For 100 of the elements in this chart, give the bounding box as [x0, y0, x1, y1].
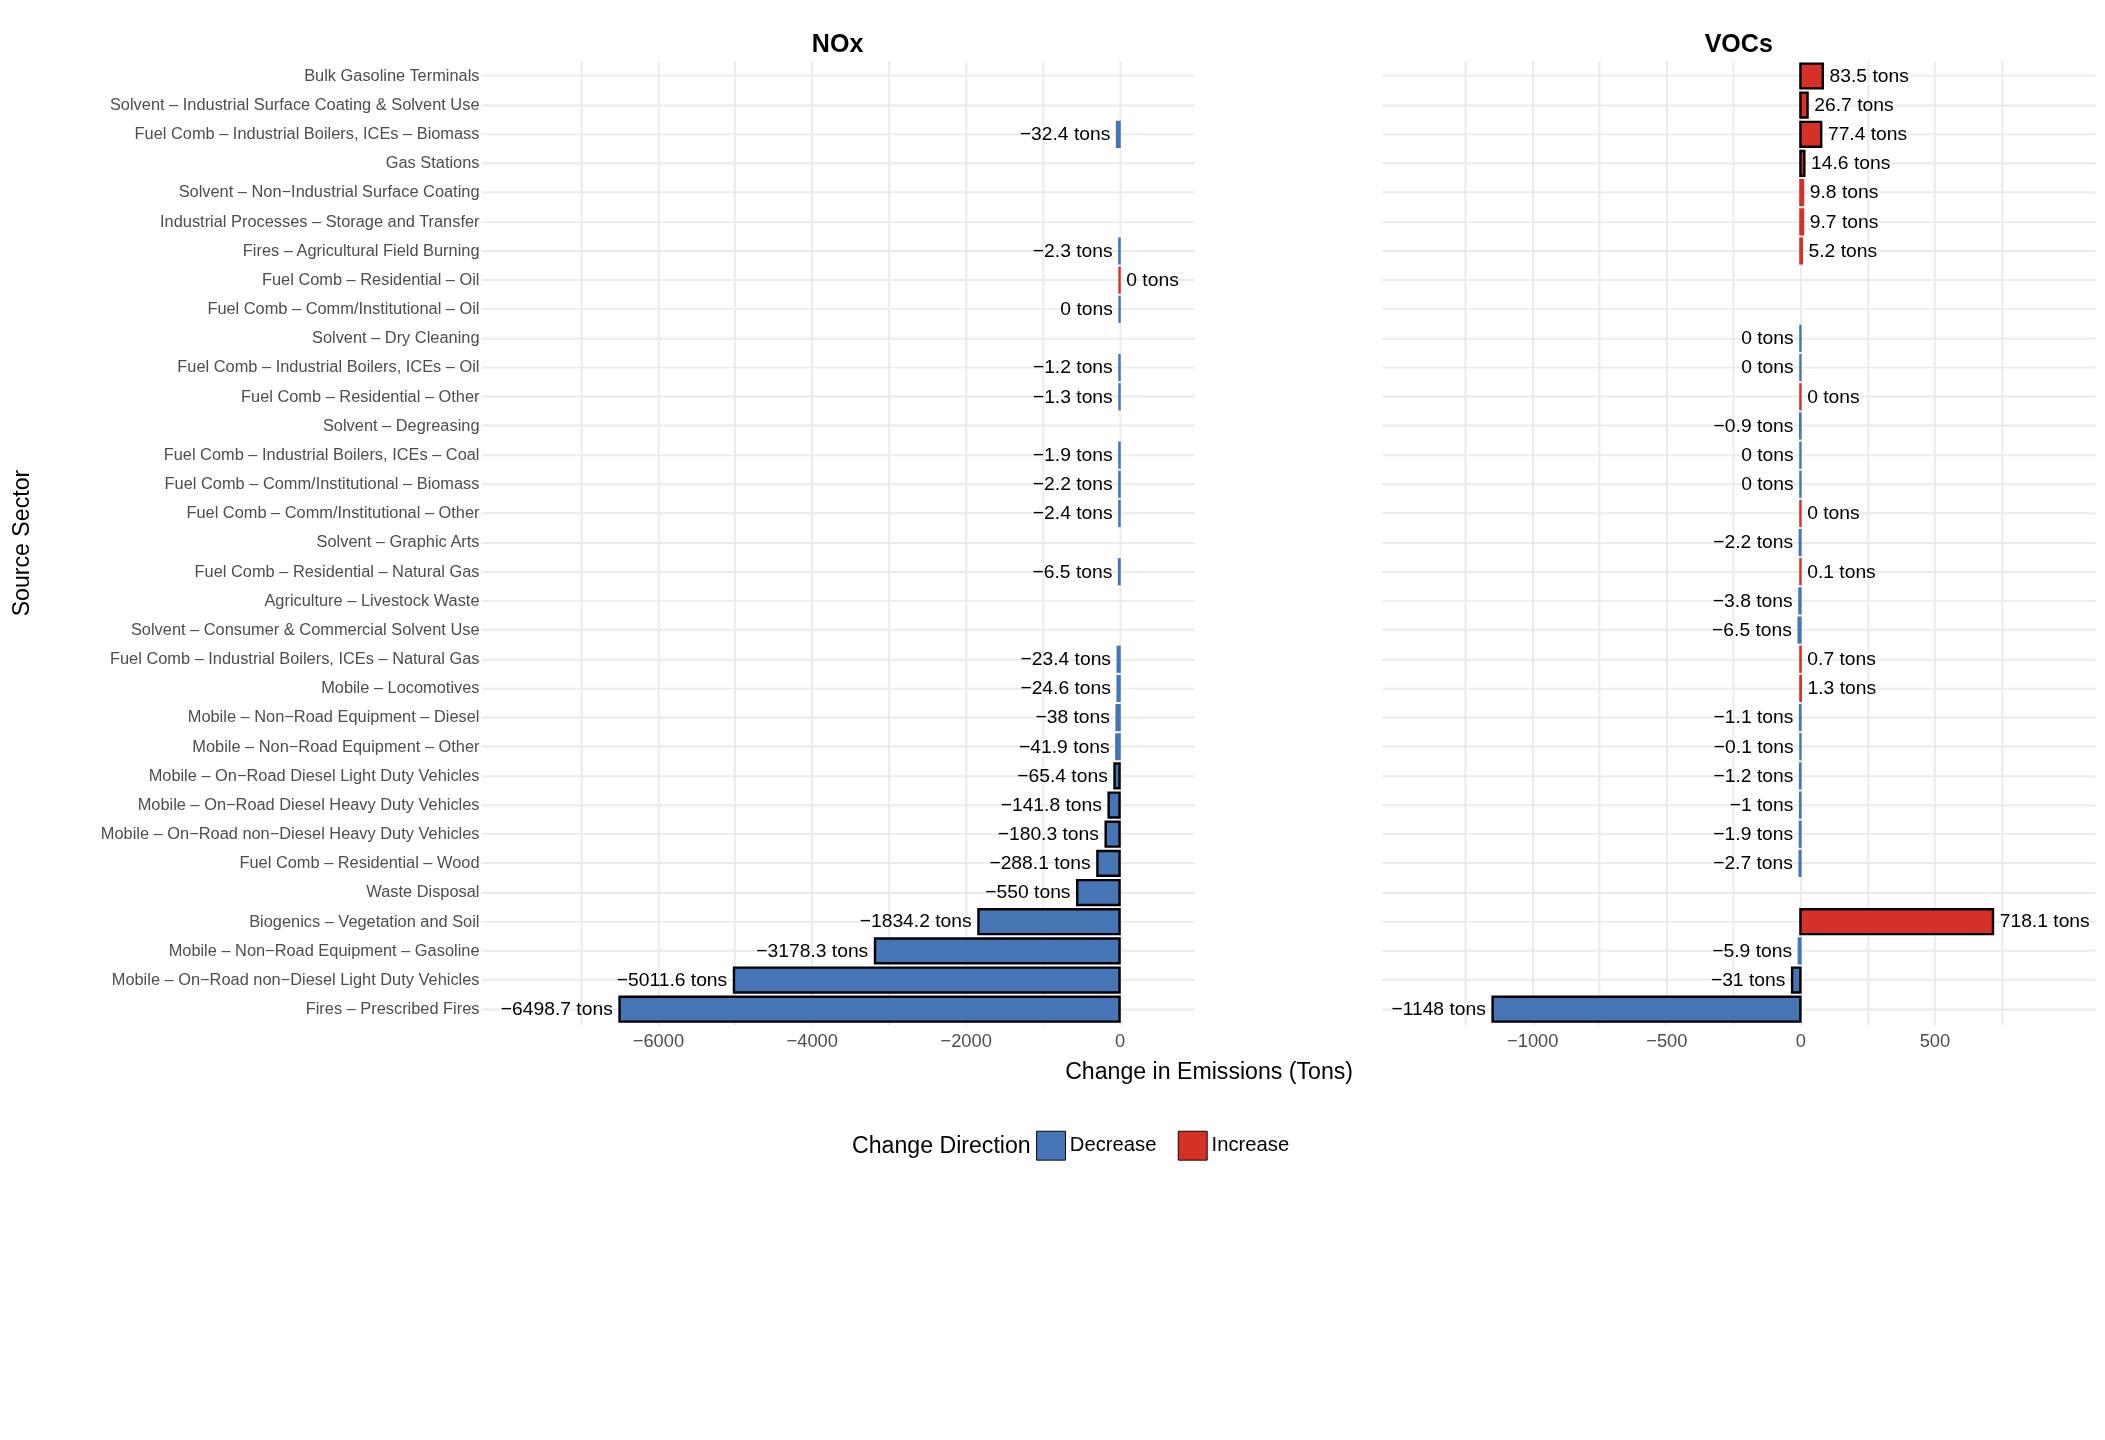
data-label: −2.2 tons — [1713, 531, 1794, 553]
y-tick-label: Mobile – On−Road Diesel Light Duty Vehicles — [148, 765, 480, 784]
data-label: −1.2 tons — [1713, 764, 1794, 786]
data-label: −3.8 tons — [1712, 589, 1793, 611]
data-label: 9.8 tons — [1809, 181, 1879, 203]
y-tick-label: Mobile – Locomotives — [321, 678, 480, 697]
y-tick-label: Solvent – Graphic Arts — [316, 532, 480, 551]
y-tick-label: Fuel Comb – Industrial Boilers, ICEs – Coal — [163, 444, 480, 463]
data-label: 83.5 tons — [1829, 64, 1909, 86]
bar — [1491, 995, 1802, 1023]
data-label: 0.1 tons — [1807, 560, 1876, 582]
y-tick-label: Biogenics – Vegetation and Soil — [249, 911, 480, 930]
data-label: −6.5 tons — [1712, 618, 1792, 640]
data-label: −65.4 tons — [1017, 764, 1108, 786]
y-tick-label: Fuel Comb – Residential – Oil — [261, 269, 480, 288]
bar — [1799, 179, 1805, 207]
y-tick-label: Industrial Processes – Storage and Transfer — [160, 211, 481, 230]
data-label: 5.2 tons — [1808, 239, 1878, 261]
data-label: −2.7 tons — [1713, 852, 1793, 874]
data-label: 0.7 tons — [1807, 648, 1876, 670]
y-tick-label: Fuel Comb – Industrial Boilers, ICEs – Natural Gas — [110, 649, 480, 668]
data-label: −2.4 tons — [1032, 502, 1113, 524]
y-tick-label: Solvent – Dry Cleaning — [312, 328, 480, 347]
y-axis-title: Source Sector — [8, 469, 35, 617]
y-tick-label: Fires – Prescribed Fires — [305, 999, 480, 1018]
y-tick-label: Mobile – Non−Road Equipment – Other — [192, 736, 481, 755]
data-label: 0 tons — [1126, 268, 1179, 290]
y-tick-label: Mobile – Non−Road Equipment – Gasoline — [168, 940, 480, 959]
data-label: −141.8 tons — [1000, 793, 1102, 815]
y-tick-label: Fuel Comb – Comm/Institutional – Biomass — [164, 474, 480, 493]
y-tick-label: Mobile – Non−Road Equipment – Diesel — [187, 707, 480, 726]
data-label: −1.1 tons — [1713, 706, 1794, 728]
data-label: 718.1 tons — [1999, 910, 2090, 932]
data-label: −2.3 tons — [1032, 239, 1113, 261]
data-label: 0 tons — [1741, 356, 1794, 378]
y-tick-label: Solvent – Industrial Surface Coating & Solvent Use — [109, 94, 480, 113]
data-label: −1.3 tons — [1032, 385, 1113, 407]
y-tick-label: Fuel Comb – Residential – Wood — [239, 853, 480, 872]
chart-title: NOx — [811, 29, 864, 57]
y-tick-label: Solvent – Non−Industrial Surface Coating — [178, 182, 480, 201]
data-label: −6498.7 tons — [500, 997, 613, 1019]
data-label: −2.2 tons — [1032, 473, 1113, 495]
y-tick-label: Mobile – On−Road non−Diesel Heavy Duty Vehicles — [100, 824, 480, 843]
x-tick-label: −1000 — [1507, 1030, 1559, 1052]
y-tick-label: Solvent – Degreasing — [322, 415, 480, 434]
bar — [1799, 120, 1823, 148]
data-label: 9.7 tons — [1809, 210, 1879, 232]
data-label: −41.9 tons — [1019, 735, 1110, 757]
data-label: −1148 tons — [1391, 997, 1486, 1019]
x-tick-label: 0 — [1114, 1030, 1126, 1052]
y-tick-label: Fuel Comb – Residential – Other — [241, 386, 481, 405]
data-label: −5011.6 tons — [616, 968, 728, 990]
data-label: −1.9 tons — [1032, 443, 1113, 465]
data-label: −1.2 tons — [1032, 356, 1113, 378]
data-label: −24.6 tons — [1020, 677, 1111, 699]
y-tick-label: Fuel Comb – Comm/Institutional – Other — [186, 503, 481, 522]
x-tick-label: −4000 — [786, 1030, 838, 1052]
y-tick-label: Fires – Agricultural Field Burning — [242, 240, 480, 259]
data-label: −3178.3 tons — [756, 939, 869, 961]
legend-title: Change Direction — [852, 1131, 1031, 1158]
data-label: −288.1 tons — [989, 852, 1091, 874]
data-label: −38 tons — [1035, 706, 1110, 728]
data-label: −31 tons — [1710, 968, 1786, 990]
x-tick-label: 0 — [1795, 1030, 1806, 1052]
data-label: −1834.2 tons — [859, 910, 972, 932]
data-label: −0.9 tons — [1713, 414, 1794, 436]
y-tick-label: Agriculture – Livestock Waste — [264, 590, 480, 609]
y-tick-label: Fuel Comb – Residential – Natural Gas — [194, 561, 480, 580]
y-tick-label: Fuel Comb – Industrial Boilers, ICEs – Oil — [177, 357, 480, 376]
data-label: 0 tons — [1741, 327, 1794, 349]
data-label: −5.9 tons — [1712, 939, 1793, 961]
x-tick-label: −500 — [1646, 1030, 1688, 1052]
data-label: −32.4 tons — [1019, 123, 1111, 145]
bar — [1799, 908, 1995, 936]
data-label: −180.3 tons — [997, 823, 1099, 844]
data-label: −23.4 tons — [1020, 648, 1111, 670]
data-label: 26.7 tons — [1814, 93, 1894, 115]
data-label: 0 tons — [1807, 502, 1860, 524]
x-tick-label: 500 — [1919, 1030, 1951, 1052]
y-tick-label: Bulk Gasoline Terminals — [304, 65, 480, 84]
data-label: 0 tons — [1741, 443, 1794, 465]
y-tick-label: Solvent – Consumer & Commercial Solvent Use — [130, 619, 480, 638]
y-tick-label: Fuel Comb – Industrial Boilers, ICEs – Biomass — [134, 124, 480, 143]
y-tick-label: Fuel Comb – Comm/Institutional – Oil — [207, 299, 480, 318]
data-label: 0 tons — [1060, 298, 1113, 320]
data-label: −1.9 tons — [1713, 823, 1794, 844]
data-label: −0.1 tons — [1713, 735, 1794, 757]
bar — [1790, 966, 1802, 994]
legend-label: Increase — [1211, 1133, 1290, 1156]
bar — [1799, 208, 1805, 236]
legend-label: Decrease — [1069, 1133, 1157, 1156]
y-tick-label: Mobile – On−Road non−Diesel Light Duty Vehicles — [111, 969, 480, 988]
data-label: −6.5 tons — [1032, 560, 1113, 582]
x-tick-label: −2000 — [940, 1030, 992, 1052]
data-label: 14.6 tons — [1811, 152, 1891, 174]
bar — [1799, 91, 1809, 119]
data-label: 0 tons — [1741, 473, 1794, 495]
data-label: 1.3 tons — [1807, 677, 1877, 699]
data-label: −550 tons — [985, 881, 1071, 903]
data-label: 77.4 tons — [1827, 123, 1908, 145]
